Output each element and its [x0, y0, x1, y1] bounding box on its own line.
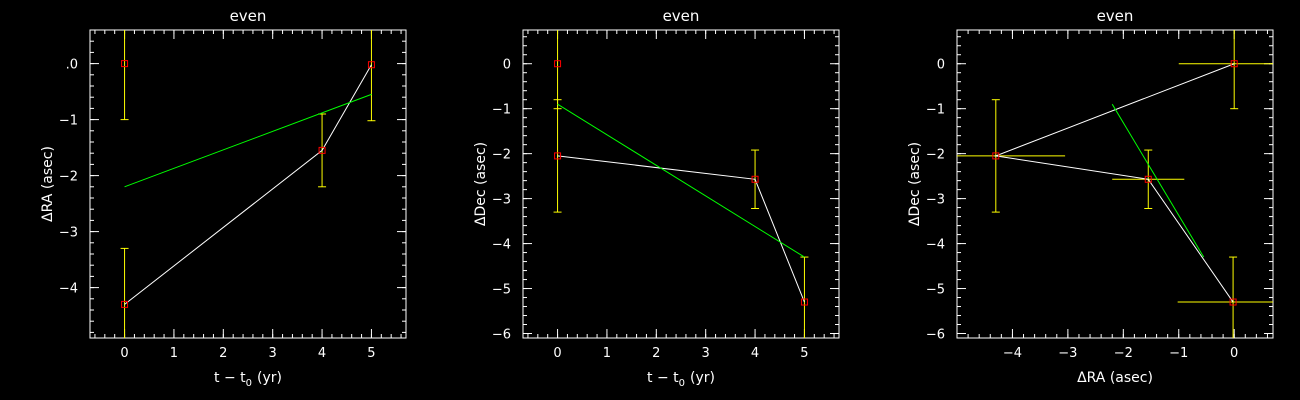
x-tick-label: 1 — [603, 346, 611, 361]
y-tick-label: −3 — [59, 226, 78, 241]
x-axis-label: t − t0 (yr) — [214, 370, 282, 389]
data-point-marker — [554, 152, 562, 160]
y-tick-label: .0 — [66, 58, 78, 73]
data-point-marker — [992, 152, 1000, 160]
y-tick-label: −4 — [926, 238, 945, 253]
y-tick-label: −4 — [492, 238, 511, 253]
data-point-marker — [121, 300, 129, 308]
fit-line — [1111, 103, 1205, 258]
x-tick-label: −2 — [1114, 346, 1133, 361]
data-point-marker — [1144, 175, 1152, 183]
x-axis-label-unit: (yr) — [690, 370, 715, 386]
data-point-marker — [751, 175, 759, 183]
x-tick-label: −3 — [1058, 346, 1077, 361]
y-tick-label: −1 — [492, 103, 511, 118]
x-axis-label-unit: (yr) — [257, 370, 282, 386]
x-tick-label: −4 — [1003, 346, 1022, 361]
x-tick-label: 4 — [318, 346, 326, 361]
x-tick-label: 5 — [367, 346, 375, 361]
panel-3: −4 −3 −2 −1 0 0 −1 −2 −3 −4 −5 −6 even ΔRA (asec) ΔDec… — [907, 7, 1274, 386]
y-tick-label: −3 — [492, 193, 511, 208]
y-tick-label: −3 — [926, 193, 945, 208]
connecting-line — [557, 155, 805, 303]
y-tick-label: −2 — [59, 170, 78, 185]
x-tick-label: 3 — [269, 346, 277, 361]
x-tick-label: 3 — [702, 346, 710, 361]
chart-title: even — [230, 7, 267, 25]
x-axis-label: ΔRA (asec) — [1077, 370, 1153, 386]
data-area — [957, 30, 1273, 338]
data-area — [120, 30, 376, 338]
chart-title: even — [1097, 7, 1134, 25]
data-point-marker — [318, 146, 326, 154]
data-point-marker — [121, 60, 129, 68]
y-tick-label: −1 — [59, 114, 78, 129]
x-tick-label: 0 — [1230, 346, 1238, 361]
plot-frame — [89, 29, 407, 339]
connecting-line — [124, 64, 372, 305]
connecting-line — [993, 63, 1235, 303]
data-area — [553, 30, 809, 338]
y-tick-label: 0 — [937, 58, 945, 73]
y-tick-label: −5 — [492, 283, 511, 298]
x-axis-label-subscript: 0 — [679, 378, 685, 389]
x-tick-label: 4 — [751, 346, 759, 361]
y-tick-label: −1 — [926, 103, 945, 118]
x-tick-label: −1 — [1169, 346, 1188, 361]
x-axis-label-main: t − t — [214, 370, 246, 386]
plot-frame — [956, 29, 1274, 339]
x-tick-label: 2 — [219, 346, 227, 361]
data-point-marker — [367, 61, 375, 69]
x-tick-label: 1 — [170, 346, 178, 361]
x-axis-label: t − t0 (yr) — [647, 370, 715, 389]
y-axis-label: ΔDec (asec) — [473, 142, 489, 226]
y-tick-label: −5 — [926, 283, 945, 298]
y-axis-label: ΔDec (asec) — [907, 142, 923, 226]
x-axis-label-subscript: 0 — [246, 378, 252, 389]
data-point-marker — [1229, 298, 1237, 306]
x-tick-label: 0 — [120, 346, 128, 361]
y-axis-label: ΔRA (asec) — [40, 146, 56, 222]
x-tick-label: 2 — [652, 346, 660, 361]
y-tick-label: 0 — [503, 58, 511, 73]
data-point-marker — [1230, 60, 1238, 68]
y-tick-label: −6 — [926, 328, 945, 343]
x-tick-label: 0 — [553, 346, 561, 361]
x-tick-label: 5 — [800, 346, 808, 361]
data-point-marker — [800, 298, 808, 306]
fit-line — [557, 103, 805, 258]
chart-title: even — [663, 7, 700, 25]
data-point-marker — [554, 60, 562, 68]
y-tick-label: −6 — [492, 328, 511, 343]
y-tick-label: −4 — [59, 282, 78, 297]
y-tick-label: −2 — [492, 148, 511, 163]
y-tick-label: −2 — [926, 148, 945, 163]
x-axis-label-main: t − t — [647, 370, 679, 386]
plot-frame — [522, 29, 840, 339]
fit-line — [124, 93, 372, 188]
